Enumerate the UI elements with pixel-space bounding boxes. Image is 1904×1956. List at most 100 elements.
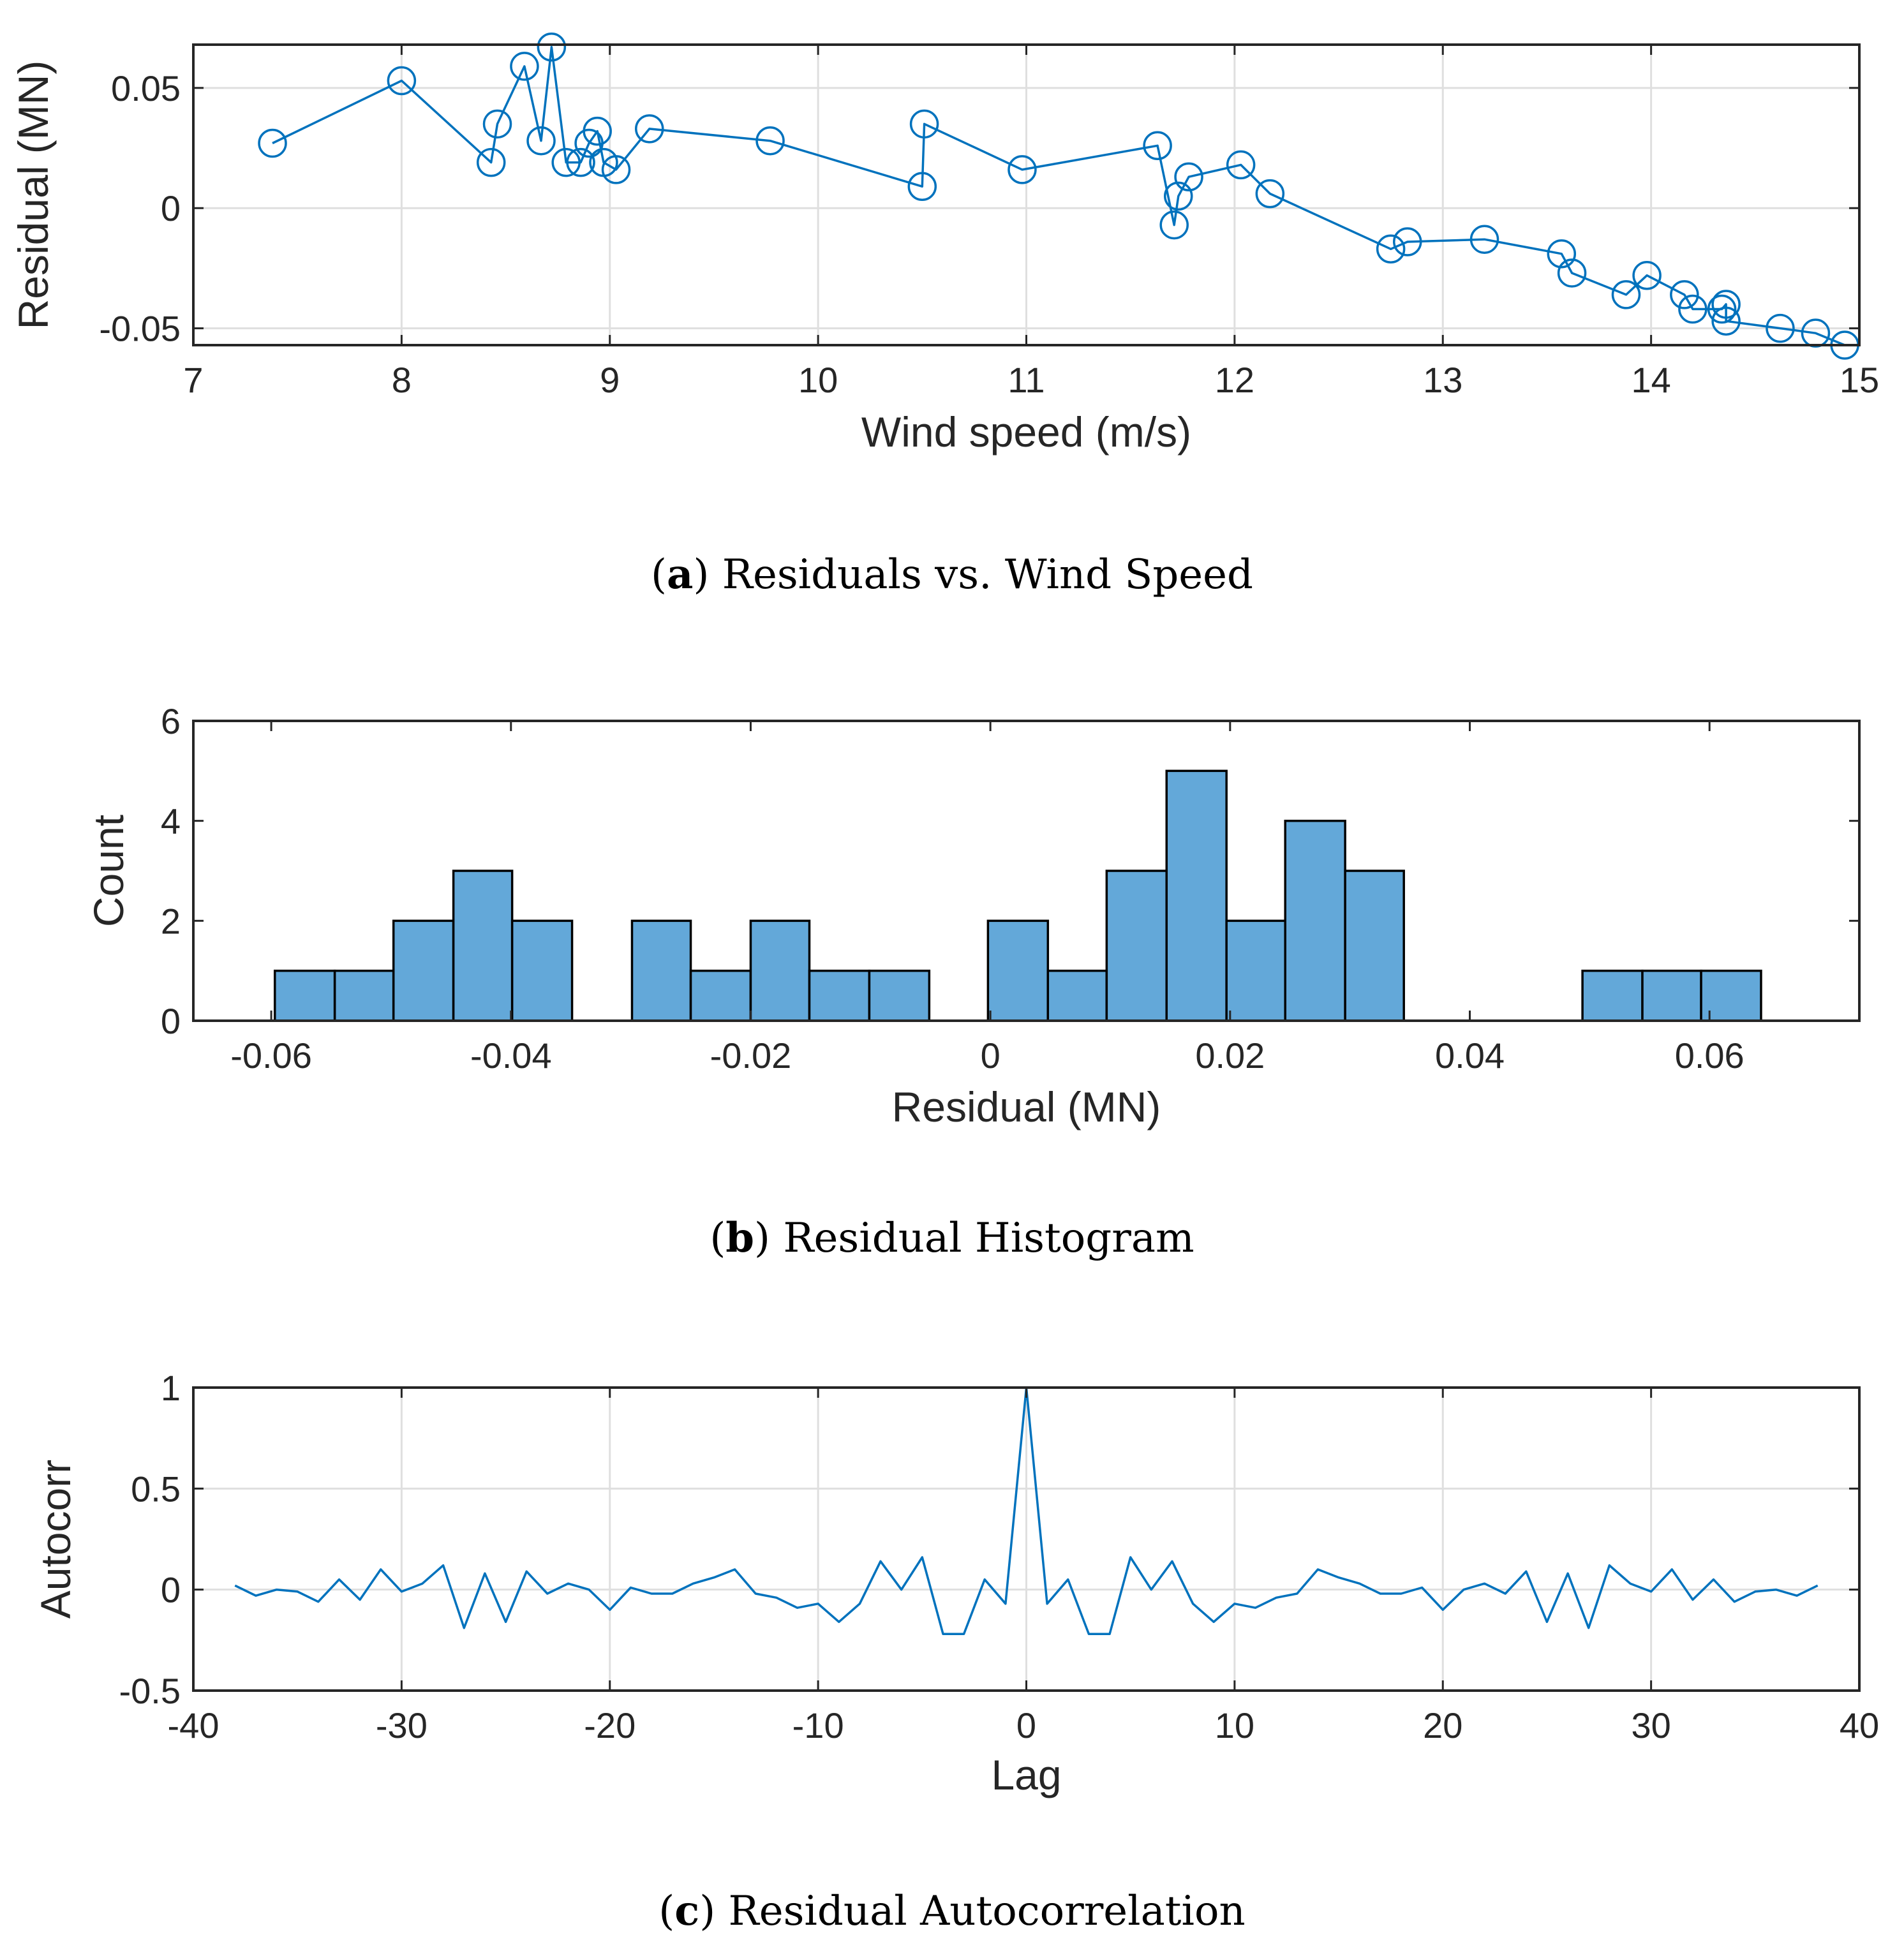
histogram-bar: [1105, 870, 1168, 1022]
x-tick-label: 14: [1631, 360, 1670, 400]
y-tick-label: -0.5: [119, 1671, 181, 1711]
data-point: [1159, 210, 1189, 240]
x-tick-label: 7: [183, 360, 203, 400]
x-tick-label: 10: [798, 360, 838, 400]
x-axis-label: Wind speed (m/s): [861, 408, 1191, 456]
histogram-bar: [749, 919, 811, 1022]
data-point: [1557, 258, 1587, 288]
data-point: [1632, 260, 1662, 290]
histogram-bar: [1581, 969, 1644, 1022]
histogram-bar: [452, 870, 514, 1022]
histogram-bar: [392, 919, 455, 1022]
data-point: [537, 33, 567, 62]
data-point: [1164, 181, 1193, 211]
histogram-bar: [1344, 870, 1405, 1022]
histogram-bar: [1165, 769, 1228, 1022]
data-point: [1143, 131, 1172, 161]
caption-paren: (: [710, 1215, 725, 1262]
x-tick-label: 0.04: [1435, 1035, 1505, 1076]
data-point: [1008, 155, 1037, 184]
x-tick-label: 13: [1423, 360, 1462, 400]
caption-text: Residual Autocorrelation: [729, 1888, 1246, 1935]
x-axis-label: Lag: [991, 1751, 1061, 1798]
data-point: [551, 147, 581, 177]
y-tick-label: -0.05: [99, 309, 181, 349]
data-point: [1711, 290, 1741, 319]
data-point: [387, 66, 417, 96]
data-point: [510, 52, 539, 81]
data-point: [755, 126, 785, 156]
data-point: [1174, 162, 1203, 191]
caption-paren: ): [699, 1888, 728, 1935]
y-tick-label: 0.5: [131, 1469, 181, 1509]
histogram-bar: [1641, 969, 1702, 1022]
data-point: [1801, 318, 1831, 348]
y-tick-label: 1: [161, 1368, 181, 1408]
histogram-bar: [510, 919, 574, 1022]
data-point: [1376, 234, 1406, 264]
x-tick-label: -40: [168, 1705, 219, 1745]
x-tick-label: 12: [1215, 360, 1254, 400]
caption-paren: (: [651, 551, 667, 598]
x-tick-label: 0: [1016, 1705, 1036, 1745]
data-point: [907, 172, 937, 202]
y-axis-label: Autocorr: [32, 1460, 79, 1619]
x-tick-label: 0.02: [1195, 1035, 1265, 1076]
data-point: [601, 155, 631, 184]
histogram-bar: [630, 919, 692, 1022]
histogram-bar: [273, 969, 336, 1022]
data-point: [1766, 313, 1795, 343]
y-axis-label: Residual (MN): [10, 61, 57, 330]
chart-c: -40 -30 -20 -10 0 10 20 30 40 -0.5 0 0.5 1 Lag Autocor…: [32, 1368, 1879, 1935]
data-point: [1670, 280, 1699, 309]
x-tick-label: 15: [1840, 360, 1879, 400]
y-tick-label: 0: [161, 188, 181, 228]
data-point: [1393, 227, 1422, 256]
panel-caption: (c) Residual Autocorrelation: [658, 1887, 1245, 1935]
x-tick-label: 30: [1631, 1705, 1670, 1745]
y-axis-label: Count: [85, 815, 132, 927]
y-tick-label: 0: [161, 1001, 181, 1041]
x-tick-label: -0.02: [710, 1035, 792, 1076]
data-point: [909, 109, 939, 139]
caption-text: Residuals vs. Wind Speed: [722, 551, 1253, 598]
data-point: [1547, 239, 1577, 269]
x-tick-label: -10: [792, 1705, 844, 1745]
y-tick-label: 0.05: [111, 68, 181, 108]
data-point: [583, 116, 612, 146]
histogram-bar: [986, 919, 1050, 1022]
data-point: [1469, 225, 1499, 254]
x-tick-label: 9: [600, 360, 620, 400]
histogram-bar: [689, 969, 752, 1022]
caption-paren: ): [754, 1215, 783, 1262]
histogram-bar: [868, 969, 931, 1022]
caption-letter: b: [725, 1214, 754, 1262]
data-point: [566, 147, 595, 177]
histogram-bar: [808, 969, 871, 1022]
data-point: [635, 114, 664, 144]
x-tick-label: 0.06: [1675, 1035, 1744, 1076]
x-tick-label: 40: [1840, 1705, 1879, 1745]
data-point: [258, 128, 287, 158]
chart-a: 7 8 9 10 11 12 13 14 15 -0.05 0 0.05 Wind speed (m/s…: [10, 33, 1879, 598]
axes-frame: [192, 720, 1861, 1022]
x-tick-label: 8: [392, 360, 412, 400]
x-tick-label: 20: [1423, 1705, 1462, 1745]
histogram-bar: [1284, 819, 1346, 1022]
caption-letter: a: [667, 551, 693, 598]
y-tick-label: 6: [161, 701, 181, 741]
histogram-bar: [1700, 969, 1762, 1022]
caption-text: Residual Histogram: [783, 1215, 1194, 1262]
data-point: [1711, 306, 1741, 336]
x-tick-label: -0.06: [230, 1035, 312, 1076]
y-tick-label: 4: [161, 801, 181, 841]
data-point: [1255, 179, 1285, 209]
data-point: [1611, 280, 1641, 309]
histogram-bar: [333, 969, 395, 1022]
x-axis-label: Residual (MN): [892, 1083, 1161, 1130]
data-point: [526, 126, 556, 156]
series-line: [272, 46, 1845, 346]
histogram-bar: [1225, 919, 1286, 1022]
caption-paren: (: [658, 1888, 674, 1935]
